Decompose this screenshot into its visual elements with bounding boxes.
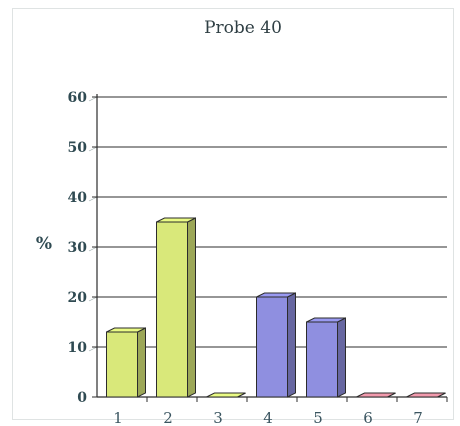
- bar-top-5: [306, 317, 346, 323]
- bars: [106, 217, 446, 398]
- y-tick-label: 0: [77, 390, 87, 406]
- bar-top-6: [356, 392, 396, 398]
- gridline-depth: [88, 96, 98, 102]
- gridlines: [88, 96, 447, 352]
- bar-2: [156, 221, 188, 398]
- gridline-depth: [88, 246, 98, 252]
- chart-title: Probe 40: [204, 18, 282, 38]
- y-tick-label: 40: [68, 190, 88, 206]
- x-tick-label: 4: [263, 409, 273, 426]
- bar-side-1: [137, 327, 146, 398]
- bar-side-4: [287, 292, 296, 398]
- gridline-depth: [88, 346, 98, 352]
- gridline-depth: [88, 296, 98, 302]
- bar-top-2: [156, 217, 196, 223]
- y-tick-label: 30: [68, 240, 88, 256]
- y-tick-label: 50: [68, 140, 88, 156]
- bar-1: [106, 331, 138, 398]
- gridline-depth: [88, 146, 98, 152]
- bar-top-1: [106, 327, 146, 333]
- y-axis-label: %: [36, 234, 52, 254]
- x-tick-label: 5: [313, 409, 323, 426]
- x-tick-label: 6: [363, 409, 373, 426]
- y-tick-label: 20: [68, 290, 88, 306]
- y-tick-label: 60: [68, 90, 88, 106]
- bar-side-5: [337, 317, 346, 398]
- x-tick-label: 3: [213, 409, 223, 426]
- bar-side-2: [187, 217, 196, 398]
- x-tick-label: 7: [413, 409, 423, 426]
- bar-5: [306, 321, 338, 398]
- bar-top-4: [256, 292, 296, 298]
- bar-top-3: [206, 392, 246, 398]
- x-tick-label: 1: [113, 409, 123, 426]
- bar-top-7: [406, 392, 446, 398]
- x-tick-label: 2: [163, 409, 173, 426]
- gridline-depth: [88, 196, 98, 202]
- y-tick-label: 10: [68, 340, 88, 356]
- tick-labels: 0 10 20 30 40 50 60 1 2 3 4 5 6 7: [68, 90, 423, 426]
- bar-4: [256, 296, 288, 398]
- chart-frame: [12, 8, 454, 420]
